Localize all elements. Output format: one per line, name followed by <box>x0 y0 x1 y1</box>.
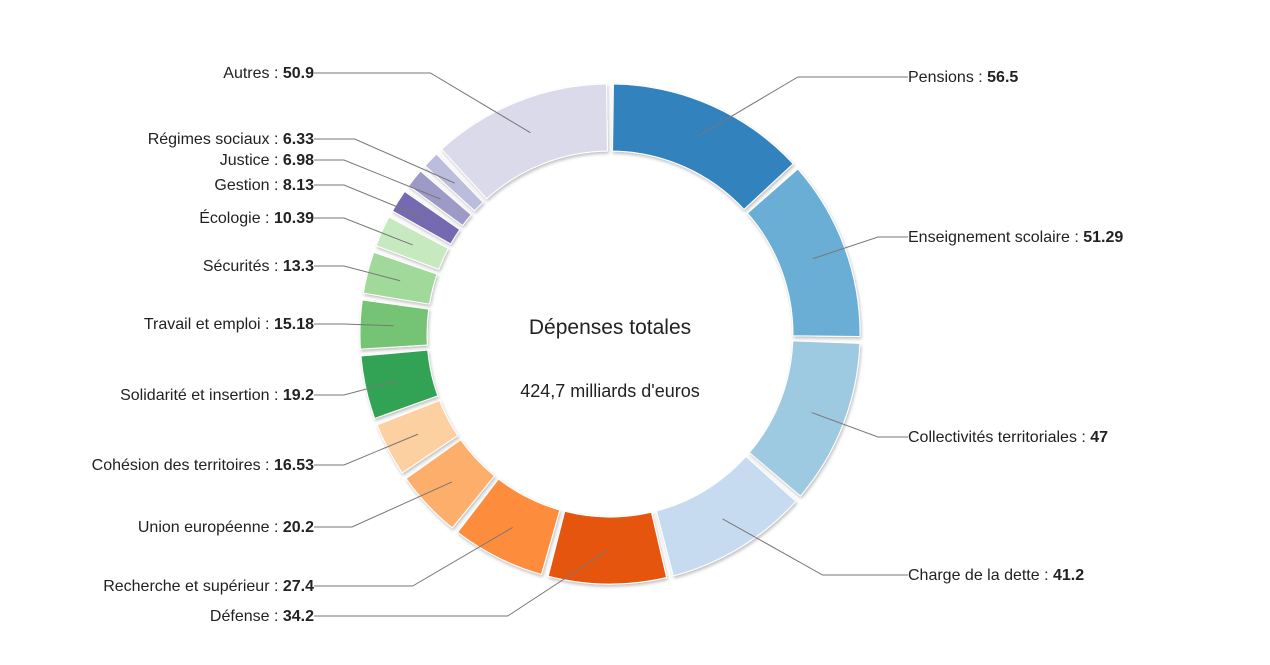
leader-lines-group <box>314 72 908 617</box>
label-union-europeenne: Union européenne : 20.2 <box>138 519 314 536</box>
label-name: Charge de la dette : <box>908 567 1053 584</box>
labels-group: Pensions : 56.5 Enseignement scolaire : 5… <box>92 65 1124 625</box>
leader-line-solidarite-et-insertion <box>314 380 399 396</box>
label-solidarite-et-insertion: Solidarité et insertion : 19.2 <box>120 387 314 404</box>
leader-line-defense <box>314 550 608 617</box>
label-name: Gestion : <box>214 177 282 194</box>
slice-cohesion-des-territoires[interactable] <box>376 399 459 474</box>
leader-line-travail-et-emploi <box>314 323 394 327</box>
label-regimes-sociaux: Régimes sociaux : 6.33 <box>148 131 314 148</box>
label-value: 20.2 <box>283 519 314 536</box>
label-name: Solidarité et insertion : <box>120 387 283 404</box>
label-value: 47 <box>1090 429 1108 446</box>
label-securites: Sécurités : 13.3 <box>203 258 314 275</box>
leader-line-cohesion-des-territoires <box>314 433 419 466</box>
slice-ecologie[interactable] <box>375 216 449 271</box>
slice-justice[interactable] <box>408 170 472 227</box>
leader-line-justice <box>314 159 441 200</box>
leader-line-pensions <box>697 76 908 137</box>
label-value: 16.53 <box>274 457 314 474</box>
leader-line-securites <box>314 265 401 282</box>
label-value: 6.98 <box>283 152 314 169</box>
label-gestion: Gestion : 8.13 <box>214 177 314 194</box>
label-value: 13.3 <box>283 258 314 275</box>
slices-group <box>359 83 861 585</box>
leader-line-recherche-et-superieur <box>314 526 513 587</box>
slice-defense[interactable] <box>547 510 668 585</box>
label-justice: Justice : 6.98 <box>220 152 314 169</box>
slice-recherche-et-superieur[interactable] <box>456 478 561 576</box>
label-ecologie: Écologie : 10.39 <box>199 208 314 227</box>
label-name: Cohésion des territoires : <box>92 457 274 474</box>
label-name: Recherche et supérieur : <box>103 578 283 595</box>
label-value: 6.33 <box>283 131 314 148</box>
slice-solidarite-et-insertion[interactable] <box>360 349 439 420</box>
label-autres: Autres : 50.9 <box>223 65 314 82</box>
label-name: Autres : <box>223 65 283 82</box>
slice-travail-et-emploi[interactable] <box>359 299 430 350</box>
label-defense: Défense : 34.2 <box>210 608 314 625</box>
label-charge-de-la-dette: Charge de la dette : 41.2 <box>908 567 1084 584</box>
label-name: Collectivités territoriales : <box>908 429 1090 446</box>
label-travail-et-emploi: Travail et emploi : 15.18 <box>144 316 314 333</box>
label-name: Travail et emploi : <box>144 316 274 333</box>
label-value: 15.18 <box>274 316 314 333</box>
label-value: 8.13 <box>283 177 314 194</box>
center-subtitle: 424,7 milliards d'euros <box>520 381 700 401</box>
label-value: 50.9 <box>283 65 314 82</box>
slice-collectivites-territoriales[interactable] <box>748 340 861 497</box>
label-value: 51.29 <box>1083 229 1123 246</box>
label-name: Écologie : <box>199 208 274 227</box>
leader-line-regimes-sociaux <box>314 138 455 184</box>
label-value: 27.4 <box>283 578 314 595</box>
label-name: Justice : <box>220 152 283 169</box>
label-name: Pensions : <box>908 69 987 86</box>
leader-line-ecologie <box>314 217 413 246</box>
leader-line-enseignement-scolaire <box>812 236 908 260</box>
slice-charge-de-la-dette[interactable] <box>655 455 797 577</box>
center-title: Dépenses totales <box>529 316 691 339</box>
label-enseignement-scolaire: Enseignement scolaire : 51.29 <box>908 229 1123 246</box>
slice-union-europeenne[interactable] <box>405 439 496 529</box>
label-name: Enseignement scolaire : <box>908 229 1083 246</box>
label-collectivites-territoriales: Collectivités territoriales : 47 <box>908 429 1108 446</box>
slice-securites[interactable] <box>362 251 438 305</box>
label-recherche-et-superieur: Recherche et supérieur : 27.4 <box>103 578 314 595</box>
leader-line-gestion <box>314 184 427 220</box>
leader-line-collectivites-territoriales <box>811 412 908 438</box>
label-value: 34.2 <box>283 608 314 625</box>
label-value: 10.39 <box>274 210 314 227</box>
leader-line-union-europeenne <box>314 481 453 528</box>
label-value: 19.2 <box>283 387 314 404</box>
leader-line-autres <box>314 72 531 134</box>
label-cohesion-des-territoires: Cohésion des territoires : 16.53 <box>92 457 314 474</box>
label-name: Défense : <box>210 608 283 625</box>
label-value: 56.5 <box>987 69 1018 86</box>
label-value: 41.2 <box>1053 567 1084 584</box>
label-name: Régimes sociaux : <box>148 131 283 148</box>
slice-enseignement-scolaire[interactable] <box>746 168 861 337</box>
slice-gestion[interactable] <box>391 190 461 245</box>
leader-line-charge-de-la-dette <box>722 518 908 576</box>
slice-autres[interactable] <box>440 83 608 200</box>
slice-pensions[interactable] <box>612 83 794 211</box>
label-pensions: Pensions : 56.5 <box>908 69 1018 86</box>
label-name: Sécurités : <box>203 258 283 275</box>
label-name: Union européenne : <box>138 519 283 536</box>
